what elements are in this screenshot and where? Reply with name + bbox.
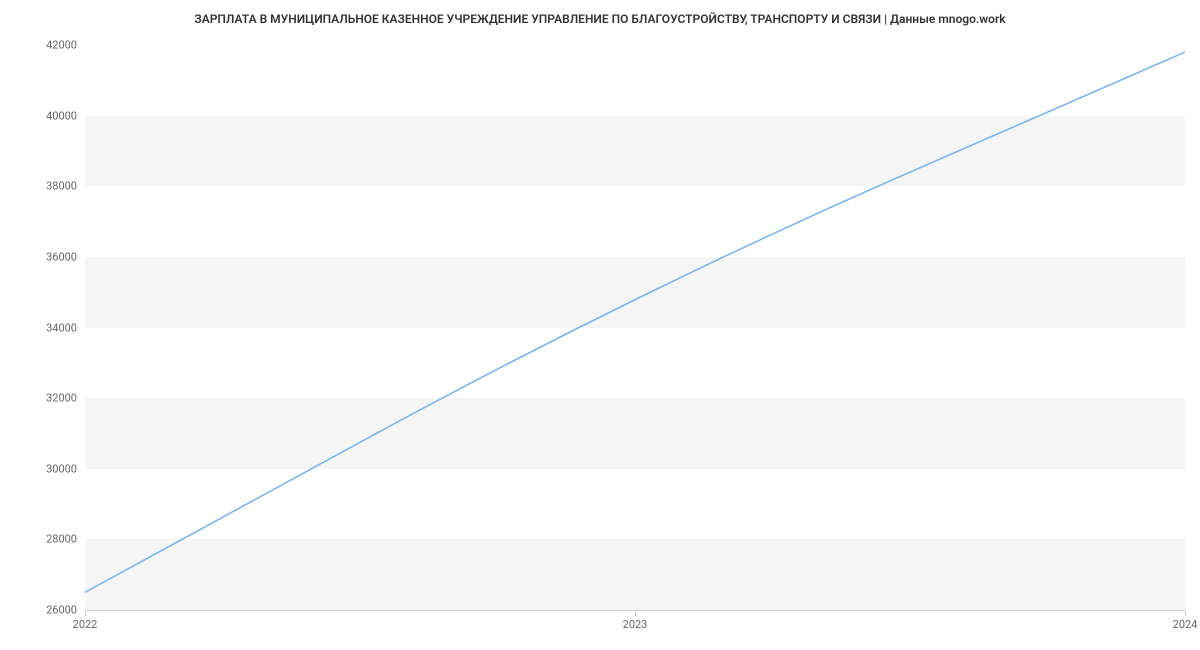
series-line-salary: [85, 52, 1185, 592]
x-tick-label: 2024: [1173, 618, 1198, 631]
y-tick-label: 30000: [46, 462, 77, 475]
y-tick-label: 38000: [46, 180, 77, 193]
x-tick-label: 2022: [73, 618, 98, 631]
y-tick-label: 40000: [46, 109, 77, 122]
y-tick-label: 32000: [46, 392, 77, 405]
y-tick-label: 36000: [46, 250, 77, 263]
chart-container: ЗАРПЛАТА В МУНИЦИПАЛЬНОЕ КАЗЕННОЕ УЧРЕЖД…: [0, 0, 1200, 650]
y-tick-label: 34000: [46, 321, 77, 334]
y-tick-label: 28000: [46, 533, 77, 546]
line-series: [85, 45, 1185, 610]
x-tick-mark: [1185, 610, 1186, 616]
plot-area: 2600028000300003200034000360003800040000…: [85, 45, 1185, 610]
x-tick-label: 2023: [623, 618, 648, 631]
y-tick-label: 26000: [46, 604, 77, 617]
chart-title: ЗАРПЛАТА В МУНИЦИПАЛЬНОЕ КАЗЕННОЕ УЧРЕЖД…: [0, 12, 1200, 26]
y-tick-label: 42000: [46, 39, 77, 52]
x-axis-line: [85, 610, 1185, 611]
